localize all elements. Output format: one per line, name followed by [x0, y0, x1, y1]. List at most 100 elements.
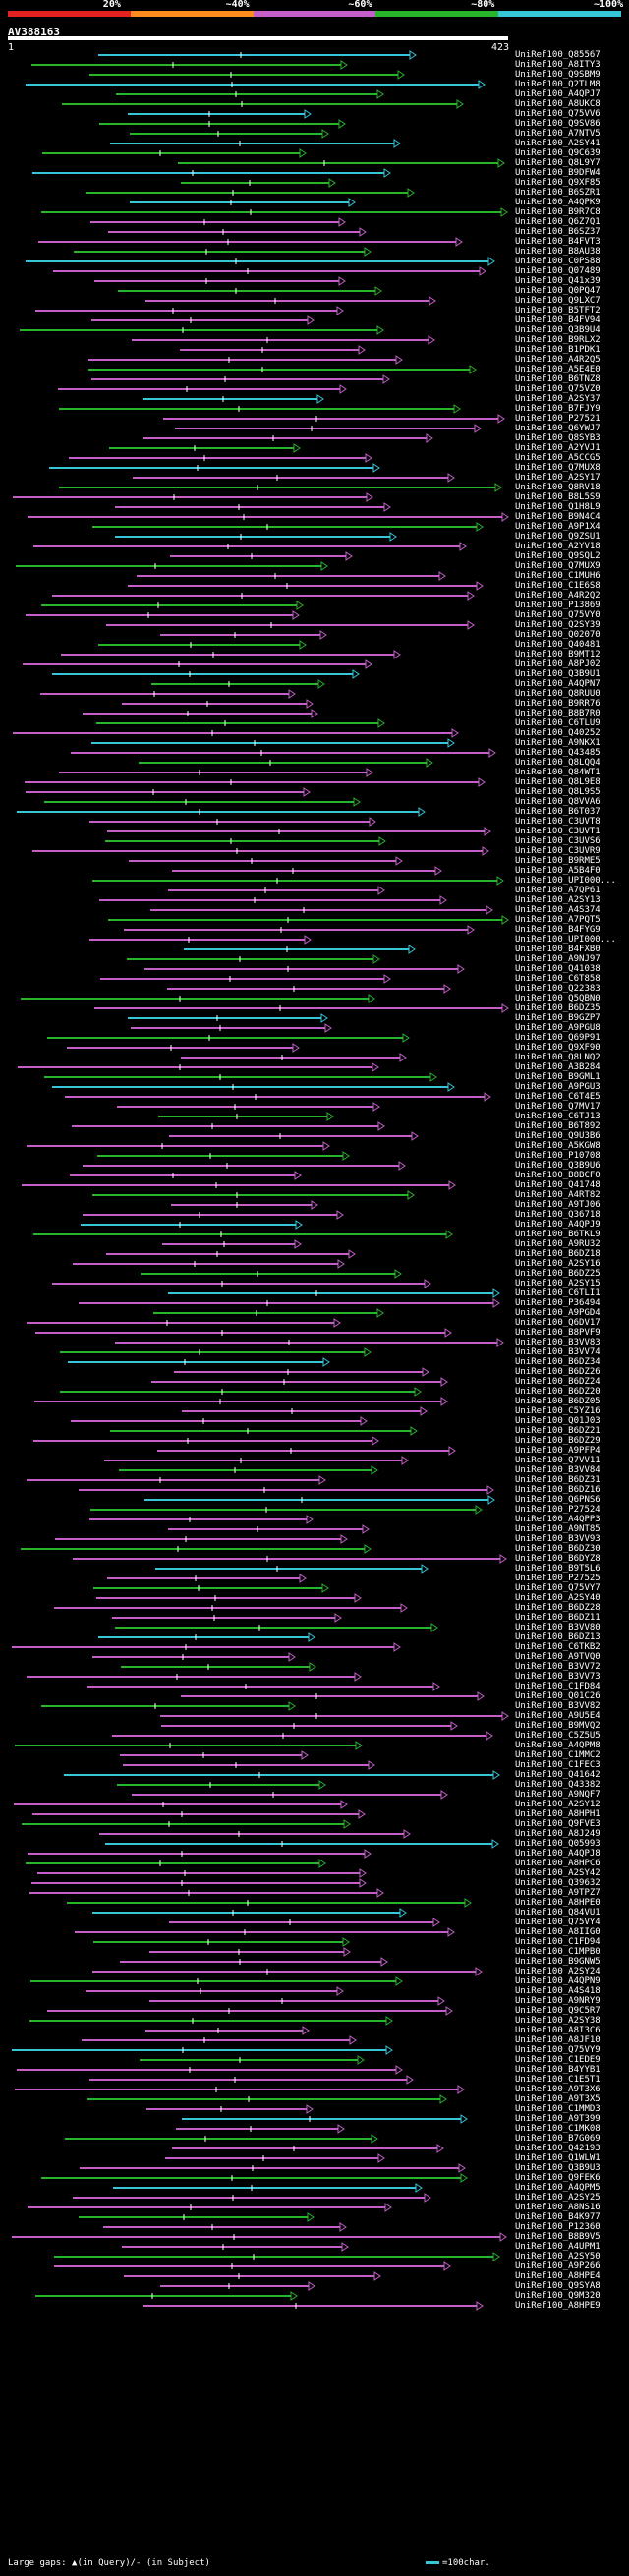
hit-label[interactable]: UniRef100_Q9C639: [515, 148, 600, 158]
hit-label[interactable]: UniRef100_A8ITY3: [515, 60, 600, 70]
hit-label[interactable]: UniRef100_Q8VVA6: [515, 797, 600, 807]
hit-label[interactable]: UniRef100_A8J249: [515, 1829, 600, 1839]
hit-label[interactable]: UniRef100_Q9XF90: [515, 1043, 600, 1053]
hit-label[interactable]: UniRef100_C1MPB0: [515, 1947, 600, 1957]
hit-label[interactable]: UniRef100_B6DZ29: [515, 1436, 600, 1446]
hit-label[interactable]: UniRef100_C1MMC2: [515, 1750, 600, 1760]
hit-label[interactable]: UniRef100_Q9SBM9: [515, 70, 600, 80]
hit-label[interactable]: UniRef100_A9T3X5: [515, 2094, 600, 2104]
hit-label[interactable]: UniRef100_Q1H8L9: [515, 502, 600, 512]
hit-label[interactable]: UniRef100_A4RT82: [515, 1190, 600, 1200]
hit-label[interactable]: UniRef100_Q7MUX9: [515, 561, 600, 571]
hit-label[interactable]: UniRef100_UPI000...: [515, 935, 616, 945]
hit-label[interactable]: UniRef100_Q43485: [515, 748, 600, 758]
hit-label[interactable]: UniRef100_Q9M320: [515, 2291, 600, 2301]
hit-label[interactable]: UniRef100_B6DZ16: [515, 1485, 600, 1495]
hit-label[interactable]: UniRef100_A4QPN9: [515, 1976, 600, 1986]
hit-label[interactable]: UniRef100_B4FVT3: [515, 237, 600, 247]
hit-label[interactable]: UniRef100_A8HPE4: [515, 2271, 600, 2281]
hit-label[interactable]: UniRef100_B4K977: [515, 2212, 600, 2222]
hit-label[interactable]: UniRef100_C3UVR9: [515, 846, 600, 856]
hit-label[interactable]: UniRef100_Q9XF85: [515, 178, 600, 188]
hit-label[interactable]: UniRef100_Q39632: [515, 1878, 600, 1888]
hit-label[interactable]: UniRef100_B6SZ37: [515, 227, 600, 237]
hit-label[interactable]: UniRef100_B6DZ20: [515, 1387, 600, 1397]
hit-label[interactable]: UniRef100_C6TJ13: [515, 1112, 600, 1121]
hit-label[interactable]: UniRef100_A9U5E4: [515, 1711, 600, 1721]
hit-label[interactable]: UniRef100_B9T5L6: [515, 1564, 600, 1574]
hit-label[interactable]: UniRef100_P27521: [515, 414, 600, 424]
hit-label[interactable]: UniRef100_A9TJ06: [515, 1200, 600, 1210]
hit-label[interactable]: UniRef100_B6DZ18: [515, 1249, 600, 1259]
hit-label[interactable]: UniRef100_A5B4F0: [515, 866, 600, 876]
hit-label[interactable]: UniRef100_Q8RV18: [515, 483, 600, 492]
hit-label[interactable]: UniRef100_A2YVJ1: [515, 443, 600, 453]
hit-label[interactable]: UniRef100_Q43382: [515, 1780, 600, 1790]
hit-label[interactable]: UniRef100_B6T892: [515, 1121, 600, 1131]
hit-label[interactable]: UniRef100_B5TFT2: [515, 306, 600, 315]
hit-label[interactable]: UniRef100_B6DZ24: [515, 1377, 600, 1387]
hit-label[interactable]: UniRef100_A4QPP3: [515, 1515, 600, 1524]
hit-label[interactable]: UniRef100_Q6Z7Q1: [515, 217, 600, 227]
hit-label[interactable]: UniRef100_B8AU38: [515, 247, 600, 257]
hit-label[interactable]: UniRef100_A8JF10: [515, 2035, 600, 2045]
hit-label[interactable]: UniRef100_B9RR76: [515, 699, 600, 709]
hit-label[interactable]: UniRef100_A4S374: [515, 905, 600, 915]
hit-label[interactable]: UniRef100_A2SY37: [515, 394, 600, 404]
hit-label[interactable]: UniRef100_A4QPJ9: [515, 1220, 600, 1230]
hit-label[interactable]: UniRef100_B3VV82: [515, 1701, 600, 1711]
hit-label[interactable]: UniRef100_Q2TLM8: [515, 80, 600, 89]
hit-label[interactable]: UniRef100_B8B9V5: [515, 2232, 600, 2242]
hit-label[interactable]: UniRef100_B3VV93: [515, 1534, 600, 1544]
hit-label[interactable]: UniRef100_B1PDK1: [515, 345, 600, 355]
hit-label[interactable]: UniRef100_B8B7R0: [515, 709, 600, 718]
hit-label[interactable]: UniRef100_B6DZ34: [515, 1357, 600, 1367]
hit-label[interactable]: UniRef100_B8L5S9: [515, 492, 600, 502]
hit-label[interactable]: UniRef100_Q42193: [515, 2144, 600, 2153]
hit-label[interactable]: UniRef100_Q7MV17: [515, 1102, 600, 1112]
hit-label[interactable]: UniRef100_Q22383: [515, 984, 600, 994]
hit-label[interactable]: UniRef100_A4QPM5: [515, 2183, 600, 2193]
hit-label[interactable]: UniRef100_Q05993: [515, 1839, 600, 1849]
hit-label[interactable]: UniRef100_Q8LQQ4: [515, 758, 600, 768]
hit-label[interactable]: UniRef100_B6TNZ8: [515, 374, 600, 384]
hit-label[interactable]: UniRef100_A8I3C6: [515, 2026, 600, 2035]
hit-label[interactable]: UniRef100_B6DZ11: [515, 1613, 600, 1623]
hit-label[interactable]: UniRef100_B6DZ31: [515, 1475, 600, 1485]
hit-label[interactable]: UniRef100_B6TKL9: [515, 1230, 600, 1239]
hit-label[interactable]: UniRef100_A8IIG0: [515, 1927, 600, 1937]
hit-label[interactable]: UniRef100_B9N4C4: [515, 512, 600, 522]
hit-label[interactable]: UniRef100_B4FV94: [515, 315, 600, 325]
hit-label[interactable]: UniRef100_A2SY25: [515, 2193, 600, 2203]
hit-label[interactable]: UniRef100_C6TLU9: [515, 718, 600, 728]
hit-label[interactable]: UniRef100_C1EDE9: [515, 2055, 600, 2065]
hit-label[interactable]: UniRef100_Q75VV6: [515, 109, 600, 119]
hit-label[interactable]: UniRef100_Q8L9E8: [515, 777, 600, 787]
hit-label[interactable]: UniRef100_Q85567: [515, 50, 600, 60]
hit-label[interactable]: UniRef100_A7PQT5: [515, 915, 600, 925]
hit-label[interactable]: UniRef100_Q3B9U3: [515, 2163, 600, 2173]
hit-label[interactable]: UniRef100_B3VV80: [515, 1623, 600, 1632]
hit-label[interactable]: UniRef100_A9PGD4: [515, 1308, 600, 1318]
hit-label[interactable]: UniRef100_Q9SYA8: [515, 2281, 600, 2291]
hit-label[interactable]: UniRef100_B4FYG9: [515, 925, 600, 935]
hit-label[interactable]: UniRef100_B6DZ21: [515, 1426, 600, 1436]
hit-label[interactable]: UniRef100_A4S418: [515, 1986, 600, 1996]
hit-label[interactable]: UniRef100_A9NJ97: [515, 954, 600, 964]
hit-label[interactable]: UniRef100_Q8RUU0: [515, 689, 600, 699]
hit-label[interactable]: UniRef100_Q9FVE3: [515, 1819, 600, 1829]
hit-label[interactable]: UniRef100_Q36718: [515, 1210, 600, 1220]
hit-label[interactable]: UniRef100_B9RME5: [515, 856, 600, 866]
hit-label[interactable]: UniRef100_Q9LXC7: [515, 296, 600, 306]
hit-label[interactable]: UniRef100_B8BCF0: [515, 1171, 600, 1180]
hit-label[interactable]: UniRef100_A2SY17: [515, 473, 600, 483]
hit-label[interactable]: UniRef100_A4QPK9: [515, 198, 600, 207]
hit-label[interactable]: UniRef100_B9GZP7: [515, 1013, 600, 1023]
hit-label[interactable]: UniRef100_C3UVT1: [515, 827, 600, 836]
hit-label[interactable]: UniRef100_B9RLX2: [515, 335, 600, 345]
hit-label[interactable]: UniRef100_Q07489: [515, 266, 600, 276]
hit-label[interactable]: UniRef100_A4R2Q2: [515, 591, 600, 601]
hit-label[interactable]: UniRef100_B6DZ13: [515, 1632, 600, 1642]
hit-label[interactable]: UniRef100_UPI000...: [515, 876, 616, 886]
hit-label[interactable]: UniRef100_A9TPZ7: [515, 1888, 600, 1898]
